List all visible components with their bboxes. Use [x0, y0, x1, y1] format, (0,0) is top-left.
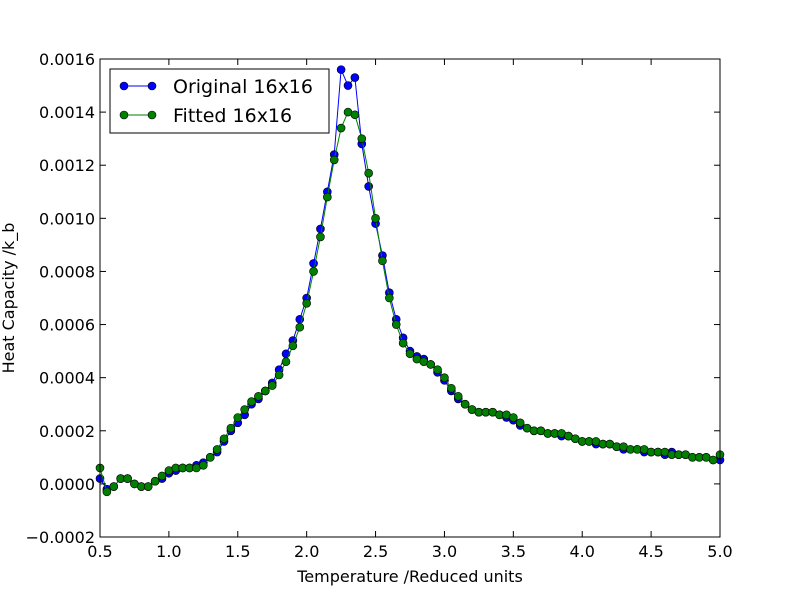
- data-point: [219, 434, 229, 444]
- data-point: [509, 413, 518, 422]
- data-point: [302, 299, 311, 308]
- legend-marker-fitted: [147, 110, 157, 120]
- data-point: [323, 192, 332, 202]
- data-point: [199, 460, 208, 470]
- legend-marker-original: [119, 81, 129, 91]
- x-tick-label: 0.5: [87, 542, 112, 561]
- data-point: [336, 65, 346, 74]
- data-point: [453, 391, 463, 401]
- data-point: [150, 476, 160, 486]
- data-point: [143, 482, 153, 491]
- data-point: [350, 110, 360, 120]
- data-point: [329, 155, 339, 165]
- series-layer: [95, 65, 725, 497]
- data-point: [316, 224, 325, 234]
- x-tick-label: 2.5: [363, 542, 388, 561]
- data-point: [515, 418, 525, 428]
- legend-marker-original: [147, 81, 157, 91]
- data-point: [433, 365, 442, 375]
- data-point: [440, 373, 449, 382]
- x-tick-label: 5.0: [707, 542, 732, 561]
- data-point: [343, 81, 353, 90]
- legend-label-fitted: Fitted 16x16: [173, 105, 292, 127]
- data-point: [281, 357, 291, 367]
- y-tick-label: −0.0002: [26, 528, 95, 547]
- x-tick-label: 1.0: [156, 542, 181, 561]
- y-tick-label: 0.0008: [39, 262, 95, 281]
- data-point: [226, 423, 236, 433]
- data-point: [109, 482, 119, 491]
- plot-area: [100, 59, 720, 537]
- x-tick-label: 4.5: [638, 542, 663, 561]
- data-point: [336, 123, 346, 133]
- y-tick-label: 0.0000: [39, 475, 95, 494]
- legend-box: [109, 68, 330, 134]
- legend: Original 16x16 Fitted 16x16: [109, 68, 330, 134]
- x-tick-label: 1.5: [225, 542, 250, 561]
- y-tick-label: 0.0012: [39, 156, 95, 175]
- y-tick-label: 0.0006: [39, 316, 95, 335]
- ticks-layer: 0.5 1.0 1.5 2.0 2.5 3.0 3.5 4.0 4.5 5.0 −0.0002 0.0…: [26, 50, 733, 561]
- data-point: [102, 487, 112, 497]
- data-point: [391, 320, 401, 329]
- y-tick-label: 0.0004: [39, 369, 95, 388]
- data-point: [123, 474, 132, 483]
- data-point: [316, 232, 325, 242]
- data-point: [274, 370, 284, 380]
- y-tick-label: 0.0002: [39, 422, 95, 441]
- data-point: [398, 338, 408, 348]
- data-point: [261, 386, 270, 396]
- series-fitted: [95, 107, 725, 497]
- data-point: [212, 445, 222, 454]
- data-point: [385, 293, 394, 303]
- legend-label-original: Original 16x16: [173, 76, 313, 98]
- y-axis-label: Heat Capacity /k_b: [0, 223, 19, 374]
- data-point: [309, 267, 318, 276]
- y-tick-label: 0.0014: [39, 103, 95, 122]
- x-tick-label: 3.0: [432, 542, 457, 561]
- data-point: [708, 455, 718, 465]
- data-point: [288, 341, 298, 351]
- data-point: [357, 134, 367, 143]
- data-point: [240, 405, 249, 414]
- data-point: [254, 391, 263, 401]
- data-point: [205, 453, 215, 462]
- data-point: [350, 73, 360, 82]
- plot-frame: [99, 58, 721, 538]
- data-point: [364, 168, 373, 178]
- data-point: [309, 259, 318, 268]
- x-tick-label: 2.0: [294, 542, 319, 561]
- x-tick-label: 4.0: [569, 542, 594, 561]
- data-point: [233, 413, 243, 422]
- data-point: [426, 360, 435, 369]
- x-tick-label: 3.5: [501, 542, 526, 561]
- data-point: [281, 349, 291, 359]
- x-axis-label: Temperature /Reduced units: [296, 567, 523, 586]
- data-point: [378, 256, 387, 266]
- data-point: [157, 471, 167, 481]
- y-tick-label: 0.0010: [39, 209, 95, 228]
- data-point: [447, 383, 456, 393]
- data-point: [267, 381, 277, 390]
- y-tick-label: 0.0016: [39, 50, 95, 69]
- data-point: [247, 397, 256, 406]
- data-point: [405, 349, 415, 359]
- data-point: [460, 399, 470, 409]
- legend-marker-fitted: [119, 110, 129, 120]
- data-point: [371, 214, 380, 223]
- data-point: [295, 322, 305, 332]
